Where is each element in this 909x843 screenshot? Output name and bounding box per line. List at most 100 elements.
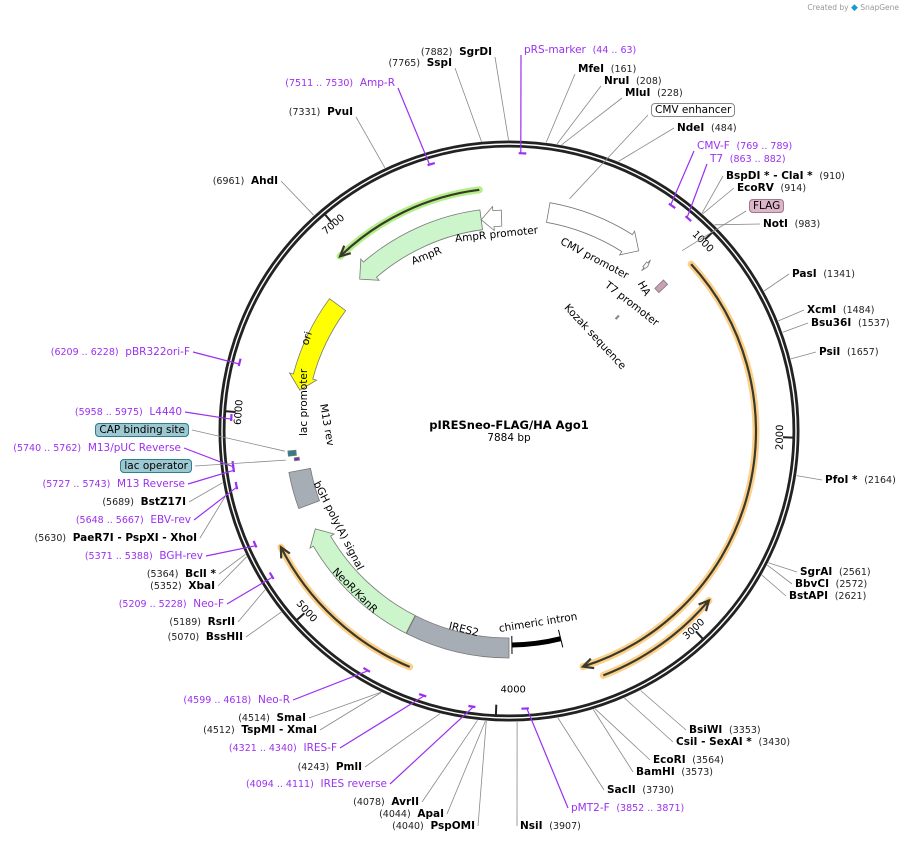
site-label[interactable]: (5189) RsrII: [169, 616, 235, 629]
site-name: NdeI: [677, 122, 705, 134]
box-label[interactable]: CAP binding site: [95, 423, 189, 437]
site-leader-line: [556, 85, 602, 145]
site-leader-line: [790, 351, 817, 360]
site-name: SspI: [426, 57, 452, 69]
site-leader-line: [308, 691, 382, 719]
site-label[interactable]: BspDI * - ClaI * (910): [726, 170, 845, 183]
site-label[interactable]: (4512) TspMI - XmaI: [203, 724, 317, 737]
site-label[interactable]: (4078) AvrII: [353, 796, 419, 809]
site-leader-line: [592, 709, 634, 773]
box-name: lac operator: [120, 459, 192, 473]
box-label[interactable]: FLAG: [749, 199, 785, 213]
site-position: (1484): [842, 305, 875, 316]
site-label[interactable]: (4243) PmlI: [298, 761, 362, 774]
orf-ampr-arrowhead: [338, 245, 352, 258]
primer-position: (5958 .. 5975): [74, 407, 143, 418]
site-position: (5630): [34, 533, 67, 544]
orf-neo-arrowhead: [279, 545, 291, 559]
primer-binding-mark: [231, 460, 235, 470]
primer-label[interactable]: (5740 .. 5762) M13/pUC Reverse: [13, 442, 181, 455]
site-label[interactable]: EcoRV (914): [737, 182, 806, 195]
site-label[interactable]: (7331) PvuI: [289, 106, 353, 119]
site-label[interactable]: PsiI (1657): [819, 346, 879, 359]
site-position: (914): [780, 183, 807, 194]
site-label[interactable]: PasI (1341): [792, 268, 855, 281]
site-label[interactable]: (5070) BssHII: [168, 631, 243, 644]
site-name: PspOMI: [430, 820, 475, 832]
feature-Kozak: [614, 314, 620, 320]
site-label[interactable]: BstAPI (2621): [789, 590, 866, 603]
site-label[interactable]: BamHI (3573): [636, 766, 713, 779]
site-label[interactable]: (4514) SmaI: [238, 712, 306, 725]
site-label[interactable]: NsiI (3907): [520, 820, 581, 833]
primer-position: (863 .. 882): [729, 154, 786, 165]
site-label[interactable]: BbvCI (2572): [795, 578, 867, 591]
site-label[interactable]: (7882) SgrDI: [421, 46, 492, 59]
site-label[interactable]: NruI (208): [604, 75, 662, 88]
site-label[interactable]: (5364) BclI *: [147, 568, 216, 581]
site-label[interactable]: EcoRI (3564): [653, 754, 724, 767]
site-label[interactable]: (4044) ApaI: [379, 808, 444, 821]
primer-position: (5648 .. 5667): [75, 515, 144, 526]
site-name: BstAPI: [789, 590, 829, 602]
site-leader-line: [618, 127, 675, 162]
site-position: (4044): [379, 809, 411, 820]
primer-label[interactable]: (5371 .. 5388) BGH-rev: [85, 550, 203, 563]
primer-label[interactable]: (7511 .. 7530) Amp-R: [285, 77, 395, 90]
site-label[interactable]: NotI (983): [763, 218, 820, 231]
site-name: TspMI - XmaI: [241, 724, 317, 736]
site-position: (2561): [838, 567, 871, 578]
primer-name: pMT2-F: [571, 802, 610, 814]
site-position: (5689): [102, 497, 134, 508]
primer-leader-line: [686, 163, 708, 218]
primer-label[interactable]: (5727 .. 5743) M13 Reverse: [42, 478, 185, 491]
primer-label[interactable]: (4094 .. 4111) IRES reverse: [246, 778, 387, 791]
primer-label[interactable]: (4321 .. 4340) IRES-F: [229, 742, 337, 755]
site-name: XbaI: [188, 580, 215, 592]
site-label[interactable]: Bsu36I (1537): [811, 317, 890, 330]
site-label[interactable]: (4040) PspOMI: [392, 820, 475, 833]
box-label[interactable]: CMV enhancer: [651, 103, 736, 117]
site-leader-line: [188, 482, 223, 503]
primer-leader-line: [184, 411, 232, 420]
primer-label[interactable]: pRS-marker (44 .. 63): [524, 44, 636, 57]
site-name: EcoRI: [653, 754, 686, 766]
primer-binding-mark: [362, 666, 371, 673]
site-label[interactable]: XcmI (1484): [807, 304, 874, 317]
site-label[interactable]: NdeI (484): [677, 122, 737, 135]
site-position: (7331): [288, 107, 321, 118]
site-name: NotI: [763, 218, 788, 230]
site-position: (5070): [167, 632, 200, 643]
primer-label[interactable]: pMT2-F (3852 .. 3871): [571, 802, 684, 815]
site-leader-line: [280, 180, 314, 216]
site-label[interactable]: (5352) XbaI: [150, 580, 215, 593]
primer-label[interactable]: (4599 .. 4618) Neo-R: [183, 694, 290, 707]
site-label[interactable]: SacII (3730): [607, 784, 674, 797]
primer-label[interactable]: T7 (863 .. 882): [710, 153, 786, 166]
site-label[interactable]: (7765) SspI: [388, 57, 452, 70]
site-label[interactable]: MluI (228): [625, 87, 683, 100]
site-label[interactable]: PfoI * (2164): [825, 474, 896, 487]
feature-AmpR: [359, 209, 483, 281]
primer-label[interactable]: (5209 .. 5228) Neo-F: [119, 598, 224, 611]
site-label[interactable]: BsiWI (3353): [689, 724, 761, 737]
box-label[interactable]: lac operator: [120, 459, 192, 473]
primer-label[interactable]: CMV-F (769 .. 789): [697, 140, 792, 153]
primer-binding-mark: [268, 571, 275, 580]
primer-position: (7511 .. 7530): [285, 78, 354, 89]
site-label[interactable]: SgrAI (2561): [800, 566, 871, 579]
site-leader-line: [761, 574, 787, 597]
site-label[interactable]: CsiI - SexAI * (3430): [676, 736, 790, 749]
site-label[interactable]: MfeI (161): [578, 63, 636, 76]
site-position: (2164): [864, 475, 896, 486]
site-label[interactable]: (6961) AhdI: [213, 175, 278, 188]
site-leader-line: [640, 690, 687, 731]
primer-label[interactable]: (6209 .. 6228) pBR322ori-F: [51, 346, 190, 359]
feature-T7prom: [641, 259, 651, 272]
site-position: (4243): [297, 762, 330, 773]
primer-label[interactable]: (5648 .. 5667) EBV-rev: [76, 514, 191, 527]
site-label[interactable]: (5689) BstZ17I: [102, 496, 186, 509]
site-leader-line: [778, 309, 805, 322]
primer-label[interactable]: (5958 .. 5975) L4440: [75, 406, 182, 419]
site-label[interactable]: (5630) PaeR7I - PspXI - XhoI: [34, 532, 197, 545]
